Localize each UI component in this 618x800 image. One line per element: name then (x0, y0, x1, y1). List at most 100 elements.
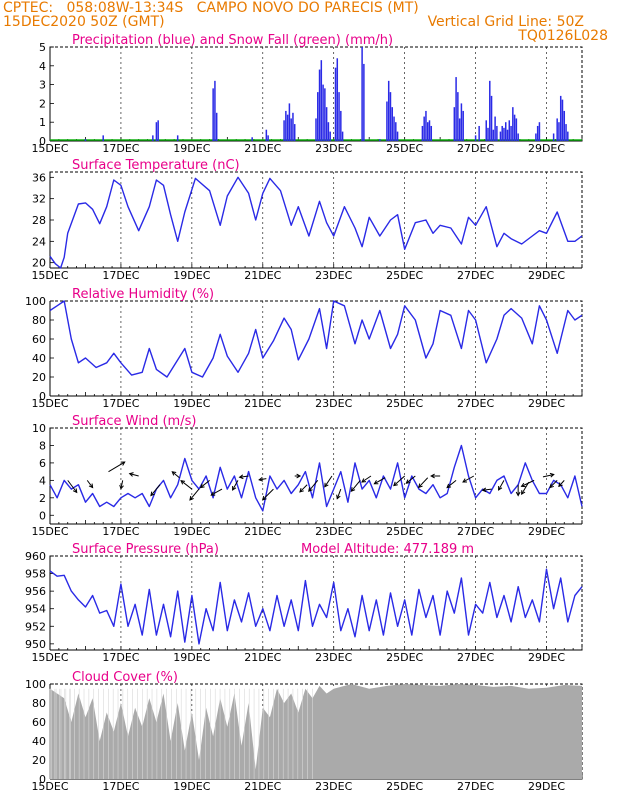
wind-arrow (239, 475, 249, 478)
x-tick-label: 23DEC (315, 780, 352, 793)
wind-arrow (361, 475, 372, 483)
wind-arrow-head (515, 491, 521, 497)
precip-bar (430, 125, 433, 141)
wind-arrow-head (521, 490, 526, 496)
precip-bar (512, 107, 514, 141)
precip-bar (425, 110, 427, 141)
precip-bar (290, 118, 292, 141)
precip-bar (460, 103, 463, 141)
precip-bar (426, 122, 429, 141)
precip-bar (251, 137, 253, 141)
precip-bar (292, 112, 294, 141)
wind-arrow-head (171, 471, 177, 476)
precip-bar (561, 99, 564, 141)
wind-arrow-head (430, 473, 435, 479)
wind-arrow-head (549, 472, 555, 478)
x-tick-label: 29DEC (528, 142, 565, 155)
y-tick-label: 2 (39, 492, 46, 505)
precip-bar (340, 110, 342, 141)
wind-arrow (200, 479, 210, 488)
precip-bar (315, 118, 317, 141)
cloud-title: Cloud Cover (%) (72, 670, 178, 685)
y-tick-label: 32 (32, 193, 46, 206)
x-tick-label: 27DEC (457, 525, 494, 538)
x-tick-label: 19DEC (173, 269, 210, 282)
wind-arrow (232, 480, 239, 491)
wind-arrow (446, 479, 457, 488)
x-tick-label: 19DEC (173, 651, 210, 664)
y-tick-label: 950 (25, 638, 46, 651)
precip-bar (395, 122, 397, 141)
wind-arrow (521, 479, 535, 487)
wind-arrow (308, 480, 319, 492)
precip-bar (515, 118, 518, 141)
precip-bar (506, 129, 509, 141)
pres-panel: 15DEC 17DEC 19DEC 21DEC 23DEC 25DEC 27DEC 29DEC… (25, 542, 583, 664)
wind-arrow-head (199, 483, 205, 489)
wind-arrow-head (120, 461, 126, 466)
x-tick-label: 23DEC (315, 651, 352, 664)
x-tick-label: 21DEC (244, 142, 281, 155)
precip-bar (387, 80, 390, 141)
wind-arrow-head (150, 491, 155, 497)
wind-arrow-head (481, 487, 487, 493)
wind-arrow-head (361, 478, 367, 483)
wind-arrow-head (498, 485, 503, 491)
precip-bar (286, 114, 289, 141)
x-tick-label: 17DEC (102, 780, 139, 793)
y-tick-label: 20 (32, 371, 46, 384)
wind-arrow-head (520, 482, 526, 488)
x-tick-label: 29DEC (528, 525, 565, 538)
x-tick-label: 21DEC (244, 269, 281, 282)
precip-bar (363, 63, 365, 141)
y-tick-label: 28 (32, 214, 46, 227)
plot-frame (49, 171, 583, 269)
precip-title: Precipitation (blue) and Snow Fall (gree… (72, 33, 393, 48)
wind-arrow-head (258, 476, 264, 482)
y-tick-label: 80 (32, 314, 46, 327)
y-tick-label: 0 (39, 135, 46, 148)
wind-arrow (108, 461, 125, 473)
y-tick-label: 952 (25, 620, 46, 633)
precip-bar (567, 131, 569, 141)
precip-bar (320, 60, 323, 141)
rh-panel: 15DEC 17DEC 19DEC 21DEC 23DEC 25DEC 27DEC 29DEC… (25, 287, 583, 410)
precip-bar (84, 139, 87, 141)
x-tick-label: 27DEC (457, 651, 494, 664)
pres-note: Model Altitude: 477.189 m (301, 542, 474, 557)
y-tick-label: 20 (32, 754, 46, 767)
precip-bar (474, 135, 477, 141)
temp-line (49, 176, 583, 269)
precip-bar (329, 131, 331, 141)
header-code: TQ0126L028 (518, 28, 608, 44)
temp-panel: 15DEC 17DEC 19DEC 21DEC 23DEC 25DEC 27DEC 29DEC… (31, 158, 583, 282)
precip-bar (538, 122, 541, 141)
y-tick-label: 8 (39, 439, 46, 452)
wind-arrow (350, 480, 361, 492)
precip-bar (558, 122, 560, 141)
precip-bar (552, 133, 555, 141)
x-tick-label: 15DEC (31, 780, 68, 793)
wind-arrow-head (373, 480, 379, 485)
precip-bar (455, 77, 457, 141)
precip-bar (487, 127, 489, 141)
precip-bar (283, 120, 285, 141)
precip-bar (285, 110, 287, 141)
y-tick-label: 20 (32, 257, 46, 270)
wind-arrow-head (232, 485, 237, 491)
wind-line (49, 444, 583, 512)
x-tick-label: 17DEC (102, 525, 139, 538)
wind-arrow (129, 473, 139, 477)
pres-line (49, 568, 583, 645)
precip-bar (556, 118, 558, 141)
precip-bar (327, 122, 330, 141)
plot-frame (49, 427, 583, 525)
x-tick-label: 27DEC (457, 269, 494, 282)
wind-arrow (558, 480, 565, 487)
wind-arrow-head (180, 480, 186, 485)
precip-bar (517, 133, 519, 141)
precip-bar (215, 112, 218, 141)
precip-bar (501, 125, 503, 141)
wind-arrow (150, 484, 161, 496)
wind-arrow-head (299, 487, 304, 493)
